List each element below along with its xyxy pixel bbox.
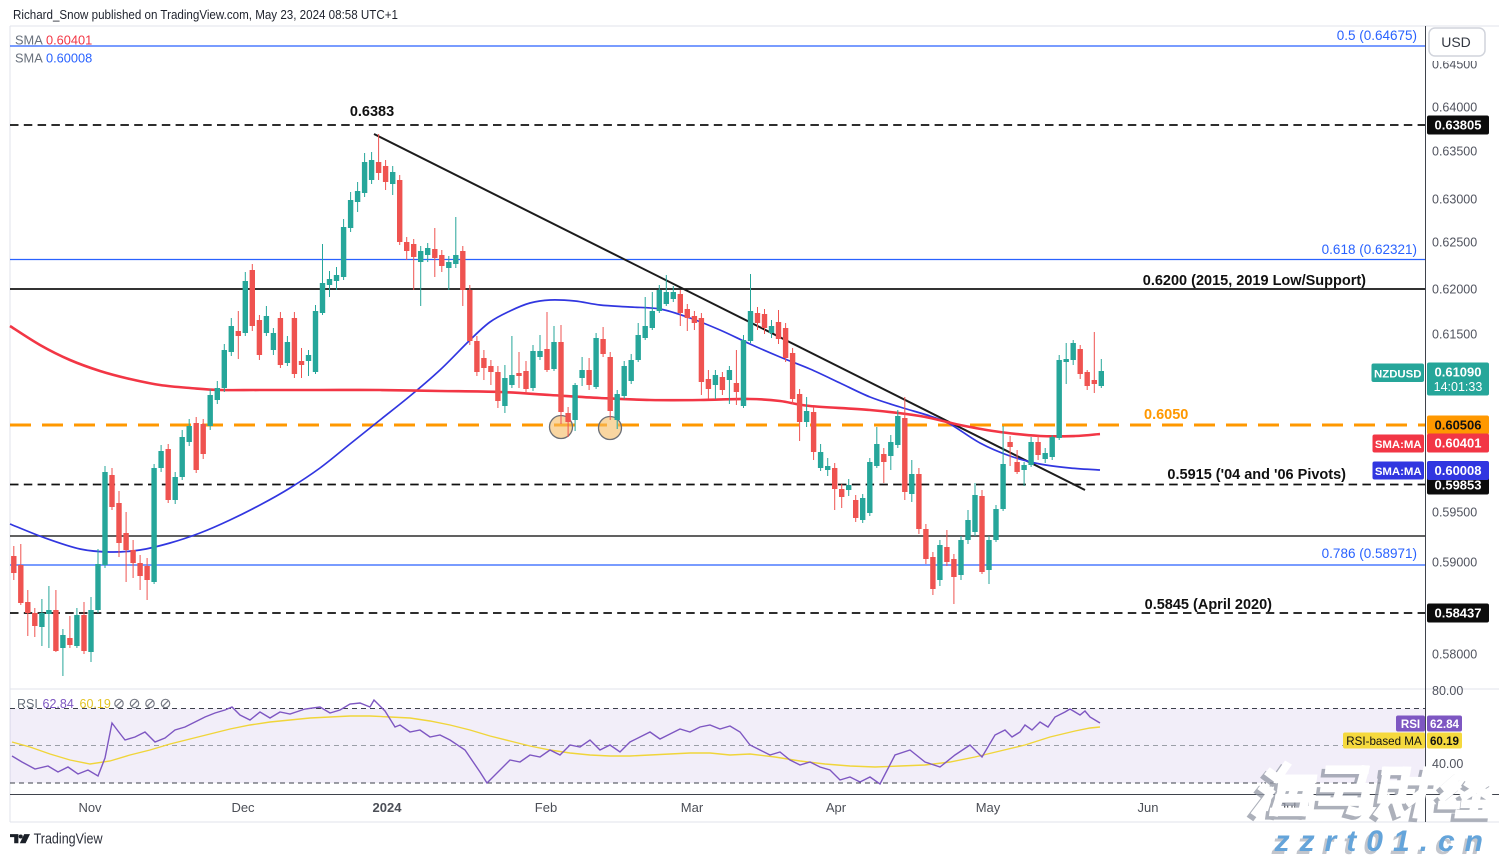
svg-text:Richard_Snow published on Trad: Richard_Snow published on TradingView.co… — [13, 7, 398, 22]
svg-text:0.61500: 0.61500 — [1432, 328, 1477, 342]
svg-text:60.19: 60.19 — [1430, 735, 1460, 748]
svg-text:Apr: Apr — [826, 800, 847, 815]
svg-text:0.59000: 0.59000 — [1432, 556, 1477, 570]
svg-text:RSI: RSI — [17, 697, 38, 711]
svg-text:0.58437: 0.58437 — [1435, 606, 1482, 621]
svg-text:80.00: 80.00 — [1432, 684, 1463, 698]
svg-text:RSI: RSI — [1401, 718, 1420, 731]
svg-text:TradingView: TradingView — [34, 832, 104, 848]
svg-text:0.62500: 0.62500 — [1432, 236, 1477, 250]
svg-text:2024: 2024 — [373, 800, 403, 815]
svg-text:0.60008: 0.60008 — [46, 51, 92, 66]
svg-text:0.6383: 0.6383 — [350, 104, 394, 120]
svg-text:62.84: 62.84 — [43, 697, 74, 711]
svg-text:0.63000: 0.63000 — [1432, 193, 1477, 207]
svg-text:0.5 (0.64675): 0.5 (0.64675) — [1337, 28, 1417, 43]
svg-text:USD: USD — [1441, 34, 1471, 50]
svg-text:0.61090: 0.61090 — [1435, 365, 1482, 380]
svg-text:0.63805: 0.63805 — [1435, 118, 1482, 133]
svg-text:0.64000: 0.64000 — [1432, 101, 1477, 115]
svg-text:zzrt01.cn: zzrt01.cn — [1271, 828, 1490, 857]
svg-text:0.60008: 0.60008 — [1435, 463, 1482, 478]
svg-text:SMA: SMA — [15, 51, 43, 66]
svg-text:0.6050: 0.6050 — [1144, 407, 1188, 423]
svg-text:Mar: Mar — [681, 800, 704, 815]
svg-text:Feb: Feb — [535, 800, 557, 815]
svg-text:Nov: Nov — [78, 800, 102, 815]
svg-text:SMA:MA: SMA:MA — [1375, 466, 1422, 478]
svg-text:0.5915 ('04 and '06 Pivots): 0.5915 ('04 and '06 Pivots) — [1167, 467, 1346, 483]
svg-text:0.60506: 0.60506 — [1435, 418, 1482, 433]
svg-text:14:01:33: 14:01:33 — [1434, 380, 1483, 394]
svg-text:0.60401: 0.60401 — [1435, 436, 1482, 451]
svg-text:0.58000: 0.58000 — [1432, 648, 1477, 662]
svg-text:0.786 (0.58971): 0.786 (0.58971) — [1322, 546, 1417, 561]
svg-text:0.618 (0.62321): 0.618 (0.62321) — [1322, 242, 1417, 257]
svg-text:Jun: Jun — [1138, 800, 1159, 815]
svg-text:RSI-based MA: RSI-based MA — [1346, 735, 1422, 748]
svg-text:0.59853: 0.59853 — [1435, 478, 1482, 493]
svg-text:SMA:MA: SMA:MA — [1375, 439, 1422, 451]
svg-text:60.19: 60.19 — [80, 697, 111, 711]
svg-text:0.59500: 0.59500 — [1432, 506, 1477, 520]
svg-text:May: May — [976, 800, 1001, 815]
svg-text:0.62000: 0.62000 — [1432, 283, 1477, 297]
svg-text:SMA: SMA — [15, 33, 43, 48]
svg-text:0.5845 (April 2020): 0.5845 (April 2020) — [1145, 597, 1273, 613]
svg-text:0.60401: 0.60401 — [46, 33, 92, 48]
svg-text:62.84: 62.84 — [1430, 718, 1460, 731]
svg-text:NZDUSD: NZDUSD — [1374, 368, 1421, 380]
svg-text:0.63500: 0.63500 — [1432, 145, 1477, 159]
svg-text:Dec: Dec — [231, 800, 255, 815]
svg-text:0.6200 (2015, 2019 Low/Support: 0.6200 (2015, 2019 Low/Support) — [1143, 273, 1366, 289]
svg-text:40.00: 40.00 — [1432, 757, 1463, 771]
svg-text:zzrt01.cn: zzrt01.cn — [1274, 825, 1493, 857]
